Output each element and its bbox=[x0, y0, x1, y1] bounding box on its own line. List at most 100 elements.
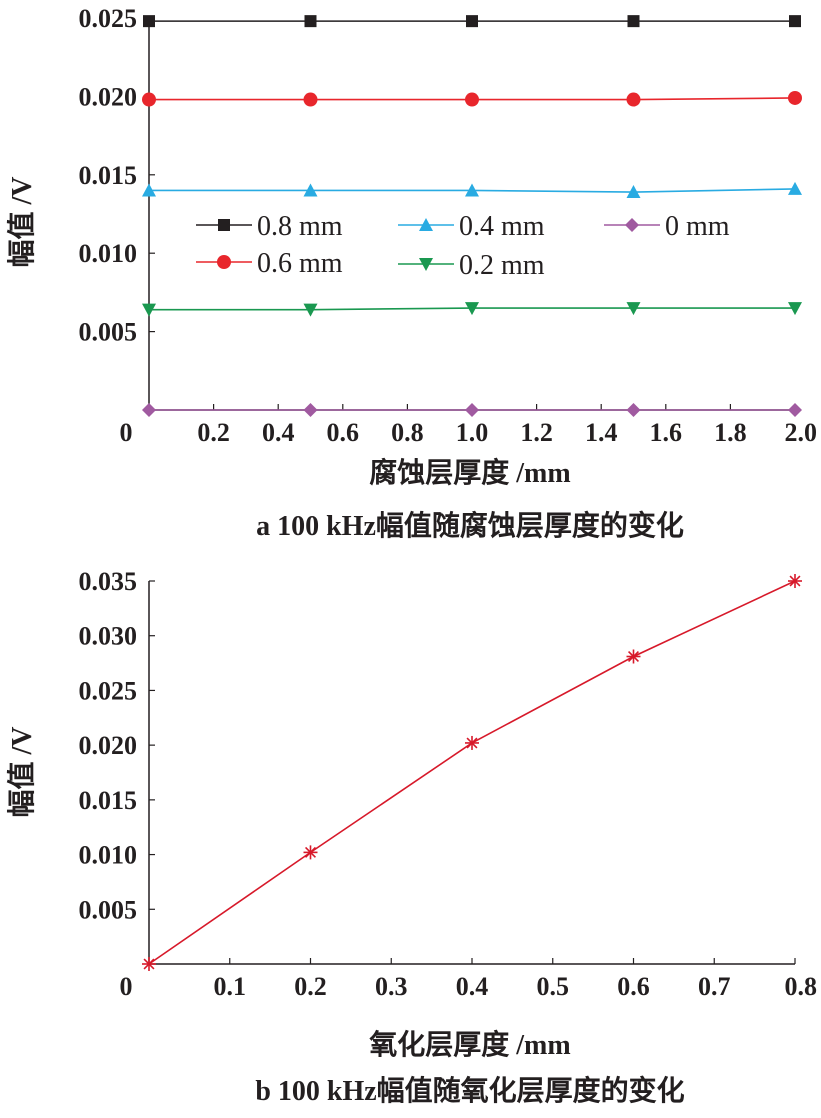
data-point-asterisk bbox=[142, 957, 156, 971]
legend-label-0.4mm: 0.4 mm bbox=[459, 211, 545, 242]
y-tick-label: 0.020 bbox=[79, 82, 138, 111]
data-point-circle bbox=[626, 92, 641, 107]
data-point-triangle-down bbox=[303, 303, 318, 317]
legend-marker-square bbox=[218, 219, 230, 231]
data-point-triangle-up bbox=[626, 185, 641, 199]
data-point-circle bbox=[465, 92, 479, 107]
y-tick-label: 0.020 bbox=[79, 731, 138, 760]
chart-b: 0 0.1 0.2 0.3 0.4 0.5 0.6 0.7 0.8 0.005 0.010 0.01… bbox=[6, 567, 817, 1107]
chart-a-y-axis-title: 幅值 /V bbox=[6, 176, 38, 267]
data-point-diamond bbox=[626, 403, 641, 417]
legend-label-0mm: 0 mm bbox=[665, 211, 730, 242]
legend-item-0.8mm: 0.8 mm bbox=[196, 211, 343, 242]
asterisk-stroke bbox=[304, 846, 317, 858]
chart-a-series bbox=[142, 15, 802, 417]
x-tick-label: 0.8 bbox=[391, 418, 424, 447]
chart-b-y-ticks: 0.005 0.010 0.015 0.020 0.025 0.030 0.035 bbox=[79, 567, 155, 924]
data-point-asterisk bbox=[626, 649, 641, 664]
x-tick-label: 0.1 bbox=[214, 972, 247, 1001]
x-tick-label: 0 bbox=[120, 418, 133, 447]
series-0.2mm bbox=[142, 302, 802, 317]
x-tick-label: 0.3 bbox=[375, 972, 408, 1001]
chart-a-x-ticks: 0 0.2 0.4 0.6 0.8 1.0 1.2 1.4 1.6 1.8 2.0 bbox=[120, 404, 818, 447]
data-point-triangle-down bbox=[788, 302, 802, 316]
data-point-circle bbox=[142, 92, 156, 107]
y-tick-label: 0.010 bbox=[79, 239, 138, 268]
data-point-square bbox=[304, 15, 317, 28]
x-tick-label: 0.6 bbox=[327, 418, 360, 447]
data-point-circle bbox=[303, 92, 318, 107]
legend-label-0.8mm: 0.8 mm bbox=[257, 211, 343, 242]
x-tick-label: 2.0 bbox=[785, 418, 818, 447]
series-line bbox=[148, 580, 796, 965]
y-tick-label: 0.010 bbox=[79, 841, 138, 870]
chart-a-x-axis-title: 腐蚀层厚度 /mm bbox=[369, 457, 570, 489]
x-tick-label: 0.4 bbox=[456, 972, 489, 1001]
data-point-diamond bbox=[465, 403, 479, 417]
asterisk-stroke bbox=[143, 958, 155, 970]
data-point-triangle-up bbox=[142, 183, 156, 197]
data-point-asterisk bbox=[465, 735, 479, 750]
data-point-triangle-down bbox=[465, 302, 479, 316]
asterisk-stroke bbox=[466, 737, 478, 749]
x-tick-label: 1.2 bbox=[520, 418, 553, 447]
series-0 bbox=[142, 574, 802, 971]
series-0.8mm bbox=[143, 15, 801, 28]
x-tick-label: 1.0 bbox=[456, 418, 489, 447]
chart-a: 0 0.2 0.4 0.6 0.8 1.0 1.2 1.4 1.6 1.8 2.0 0.0050.0… bbox=[6, 4, 817, 542]
chart-b-caption: b 100 kHz幅值随氧化层厚度的变化 bbox=[255, 1074, 684, 1107]
x-tick-label: 0.7 bbox=[698, 972, 731, 1001]
legend-item-0.2mm: 0.2 mm bbox=[398, 250, 545, 281]
legend-item-0.4mm: 0.4 mm bbox=[398, 211, 545, 242]
x-tick-label: 0.6 bbox=[617, 972, 650, 1001]
y-tick-label: 0.025 bbox=[79, 4, 138, 33]
chart-b-series bbox=[142, 574, 802, 971]
chart-b-axes bbox=[148, 581, 795, 965]
x-tick-label: 0.2 bbox=[294, 972, 327, 1001]
x-tick-label: 1.4 bbox=[585, 418, 618, 447]
asterisk-stroke bbox=[627, 650, 640, 663]
data-point-triangle-down bbox=[142, 303, 156, 317]
legend-marker-diamond bbox=[625, 218, 639, 232]
data-point-asterisk bbox=[788, 574, 802, 588]
x-tick-label: 0.8 bbox=[785, 972, 818, 1001]
legend-label-0.6mm: 0.6 mm bbox=[257, 248, 343, 279]
legend-item-0mm: 0 mm bbox=[604, 211, 730, 242]
chart-b-y-axis-title: 幅值 /V bbox=[6, 726, 38, 817]
data-point-square bbox=[466, 15, 478, 28]
series-0mm bbox=[142, 403, 802, 417]
y-tick-label: 0.015 bbox=[79, 786, 138, 815]
data-point-triangle-up bbox=[465, 183, 479, 197]
legend-marker-circle bbox=[217, 255, 231, 269]
x-tick-label: 1.6 bbox=[650, 418, 683, 447]
chart-a-legend: 0.8 mm 0.4 mm 0 mm 0.6 mm 0.2 mm bbox=[196, 211, 730, 281]
asterisk-stroke bbox=[789, 575, 801, 587]
data-point-diamond bbox=[142, 403, 156, 417]
y-tick-label: 0.015 bbox=[79, 161, 138, 190]
data-point-diamond bbox=[303, 403, 318, 417]
y-tick-label: 0.005 bbox=[79, 318, 138, 347]
x-tick-label: 0.2 bbox=[197, 418, 230, 447]
x-tick-label: 0 bbox=[120, 972, 133, 1001]
chart-b-x-axis-title: 氧化层厚度 /mm bbox=[369, 1029, 570, 1061]
data-point-square bbox=[627, 15, 640, 28]
y-tick-label: 0.035 bbox=[79, 567, 138, 596]
x-tick-label: 1.8 bbox=[714, 418, 747, 447]
data-point-diamond bbox=[788, 403, 802, 417]
data-point-triangle-down bbox=[626, 302, 641, 316]
data-point-triangle-up bbox=[303, 183, 318, 197]
series-0.6mm bbox=[142, 90, 802, 107]
y-tick-label: 0.030 bbox=[79, 622, 138, 651]
x-tick-label: 0.5 bbox=[537, 972, 570, 1001]
legend-item-0.6mm: 0.6 mm bbox=[196, 248, 343, 279]
legend-marker-triangle-up bbox=[419, 218, 433, 231]
legend-marker-triangle-down bbox=[419, 258, 433, 271]
chart-b-x-ticks: 0 0.1 0.2 0.3 0.4 0.5 0.6 0.7 0.8 bbox=[120, 958, 818, 1001]
data-point-square bbox=[789, 15, 801, 28]
data-point-circle bbox=[788, 90, 802, 105]
data-point-asterisk bbox=[303, 845, 318, 860]
chart-a-caption: a 100 kHz幅值随腐蚀层厚度的变化 bbox=[256, 509, 684, 542]
y-tick-label: 0.005 bbox=[79, 895, 138, 924]
